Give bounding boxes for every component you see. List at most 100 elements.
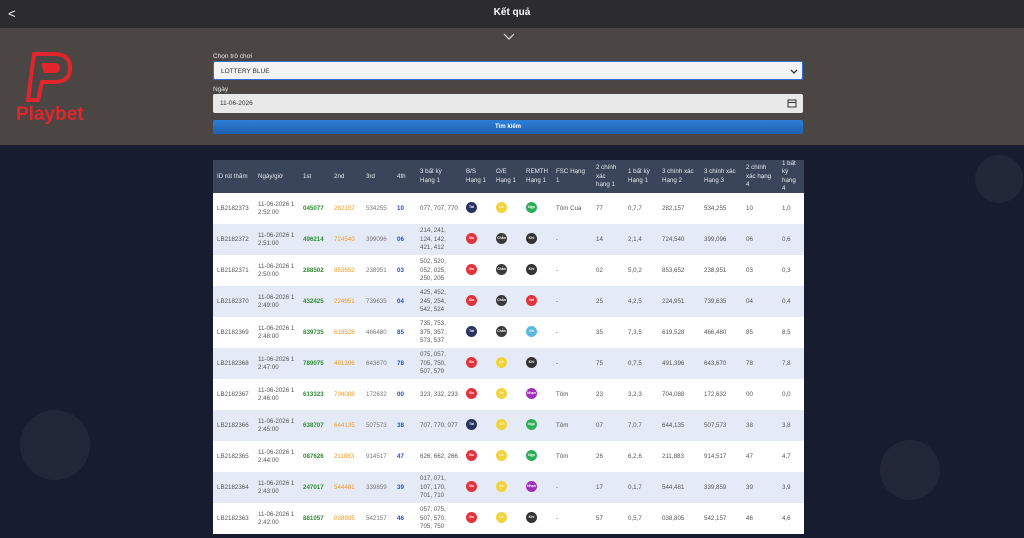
table-cell: 6,2,6: [624, 441, 658, 473]
result-badge: Voi: [526, 294, 537, 306]
result-badge: Xỉu: [466, 480, 477, 492]
table-cell: 8,5: [778, 317, 804, 349]
table-cell: 466480: [362, 317, 393, 349]
result-badge: Lẻ: [496, 356, 507, 368]
column-header: 1st: [299, 160, 330, 194]
result-badge: Lẻ: [496, 449, 507, 461]
table-cell: LB2182366: [213, 410, 254, 442]
table-cell: 613323: [299, 379, 330, 411]
logo-icon: [26, 52, 72, 102]
result-badge: Ngọ: [526, 201, 537, 213]
date-input[interactable]: 11-06-2026: [213, 94, 803, 113]
column-header: 1 bất kỳ Hạng 1: [624, 160, 658, 194]
back-button[interactable]: <: [8, 6, 16, 21]
table-cell: 04: [393, 286, 416, 318]
table-cell: 323, 332, 233: [416, 379, 462, 411]
collapse-icon[interactable]: [503, 33, 515, 41]
decoration: [20, 410, 90, 480]
icon-cell: Tài: [462, 317, 492, 349]
table-row: LB2182365 11-06-2026 12:44:00 087626 211883…: [213, 441, 804, 473]
table-cell: 38: [742, 410, 778, 442]
table-cell: LB2182364: [213, 472, 254, 504]
table-cell: Tôm: [552, 441, 592, 473]
icon-cell: Gà: [522, 317, 552, 349]
table-cell: 087626: [299, 441, 330, 473]
table-cell: 77: [592, 193, 624, 225]
result-badge: Khỉ: [526, 232, 537, 244]
brand: Playbet: [16, 104, 84, 125]
table-cell: 839735: [299, 317, 330, 349]
table-cell: Tôm: [552, 379, 592, 411]
result-badge: Lẻ: [496, 480, 507, 492]
result-badge: Xỉu: [466, 294, 477, 306]
table-cell: 399,096: [700, 224, 742, 256]
table-cell: 7,0,7: [624, 410, 658, 442]
table-cell: LB2182369: [213, 317, 254, 349]
table-cell: 78: [742, 348, 778, 380]
table-cell: 04: [742, 286, 778, 318]
column-header: 4th: [393, 160, 416, 194]
table-cell: 057, 075, 507, 570, 705, 750: [416, 503, 462, 535]
table-cell: 0,3: [778, 255, 804, 287]
table-cell: 11-06-2026 12:45:00: [254, 410, 299, 442]
icon-cell: Lẻ: [492, 503, 522, 535]
table-cell: 724,540: [658, 224, 700, 256]
table-row: LB2182371 11-06-2026 12:50:00 288502 853652…: [213, 255, 804, 287]
table-cell: 643670: [362, 348, 393, 380]
table-cell: 0,6: [778, 224, 804, 256]
column-header: 2 chính xác hạng 4: [742, 160, 778, 194]
icon-cell: Xỉu: [462, 379, 492, 411]
table-cell: 57: [592, 503, 624, 535]
table-cell: 38: [393, 410, 416, 442]
calendar-icon[interactable]: [787, 98, 797, 108]
table-cell: 46: [393, 503, 416, 535]
game-value: LOTTERY BLUE: [221, 68, 270, 75]
icon-cell: Tài: [462, 410, 492, 442]
table-cell: LB2182368: [213, 348, 254, 380]
column-header: ID rút thăm: [213, 160, 254, 194]
table-row: LB2182364 11-06-2026 12:43:00 247017 544481…: [213, 472, 804, 504]
icon-cell: Lẻ: [492, 348, 522, 380]
table-cell: 0,4: [778, 286, 804, 318]
icon-cell: Xỉu: [462, 441, 492, 473]
table-cell: 02: [592, 255, 624, 287]
table-cell: 707, 770, 077: [416, 410, 462, 442]
table-cell: 39: [742, 472, 778, 504]
column-header: 3 bất kỳ Hạng 1: [416, 160, 462, 194]
table-cell: 75: [592, 348, 624, 380]
table-cell: 11-06-2026 12:50:00: [254, 255, 299, 287]
search-button[interactable]: Tìm kiếm: [213, 120, 803, 134]
table-cell: 282157: [330, 193, 362, 225]
column-header: 1 bất kỳ hạng 4: [778, 160, 804, 194]
table-cell: 491396: [330, 348, 362, 380]
table-cell: 853,652: [658, 255, 700, 287]
result-badge: Ngọ: [526, 418, 537, 430]
table-cell: 853652: [330, 255, 362, 287]
table-cell: 502, 520, 052, 025, 250, 205: [416, 255, 462, 287]
column-header: 3rd: [362, 160, 393, 194]
table-cell: 10: [742, 193, 778, 225]
table-cell: 11-06-2026 12:51:00: [254, 224, 299, 256]
table-cell: 0,7,5: [624, 348, 658, 380]
table-cell: 211883: [330, 441, 362, 473]
icon-cell: Xỉu: [462, 224, 492, 256]
game-select[interactable]: LOTTERY BLUE: [213, 61, 803, 80]
table-cell: 3,8: [778, 410, 804, 442]
icon-cell: Voi: [522, 286, 552, 318]
table-cell: 626, 662, 266: [416, 441, 462, 473]
table-cell: 077, 707, 770: [416, 193, 462, 225]
table-cell: 638707: [299, 410, 330, 442]
table-cell: 544,481: [658, 472, 700, 504]
icon-cell: Xỉu: [462, 472, 492, 504]
table-cell: 172632: [362, 379, 393, 411]
table-cell: 78: [393, 348, 416, 380]
result-badge: Lẻ: [496, 387, 507, 399]
table-cell: 0,0: [778, 379, 804, 411]
table-cell: 46: [742, 503, 778, 535]
column-header: 2 chính xác hạng 1: [592, 160, 624, 194]
decoration: [880, 440, 940, 500]
date-label: Ngày: [213, 86, 229, 93]
result-badge: Lẻ: [496, 201, 507, 213]
table-row: LB2182369 11-06-2026 12:48:00 839735 619528…: [213, 317, 804, 349]
table-cell: 39: [393, 472, 416, 504]
